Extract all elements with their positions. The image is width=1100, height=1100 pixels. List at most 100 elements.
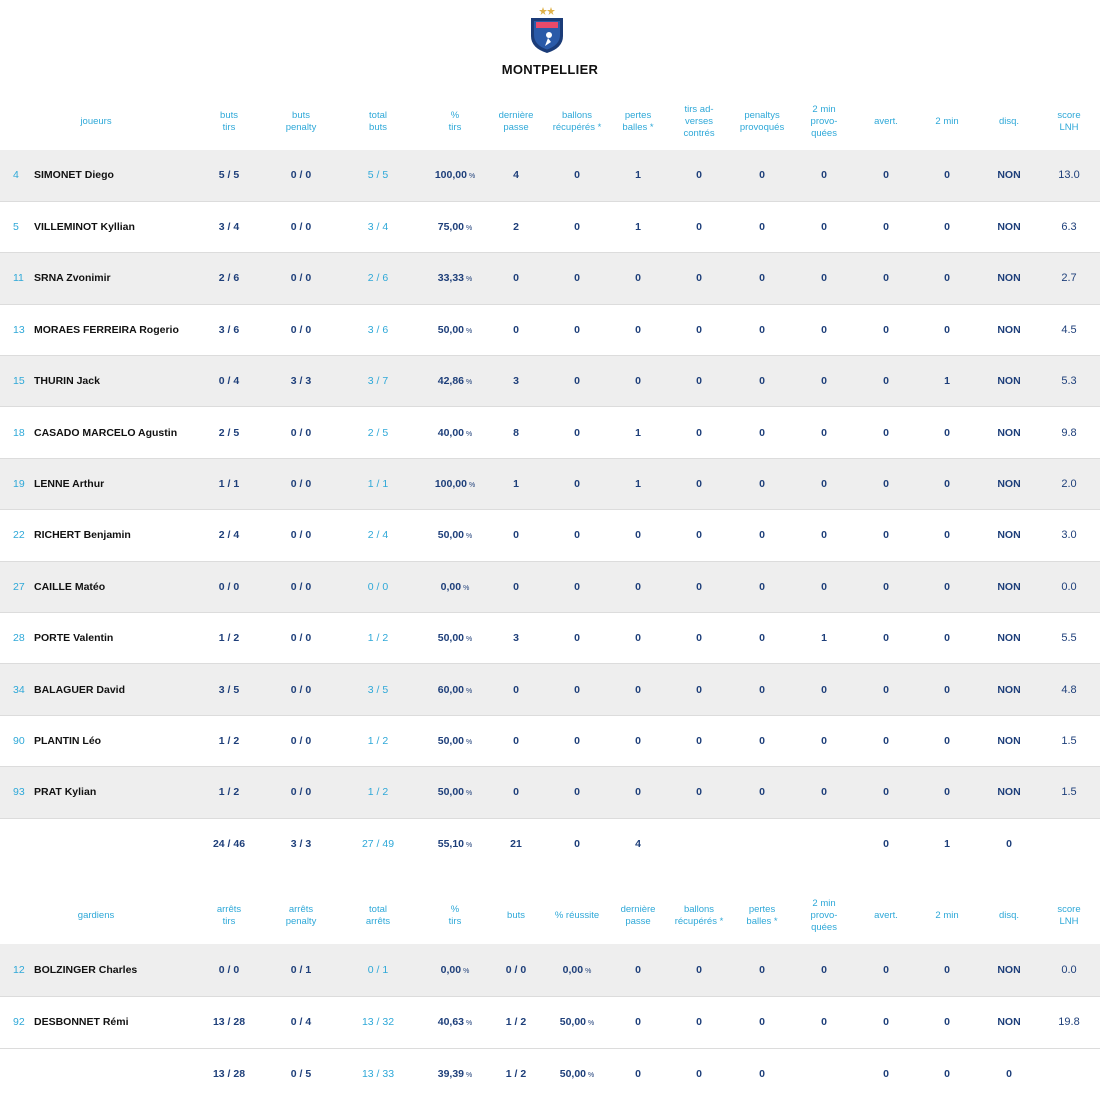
player-number: 11	[13, 272, 24, 285]
player-name: RICHERT Benjamin	[34, 529, 131, 542]
stat-cell: 0	[513, 580, 519, 593]
stat-cell: 0	[696, 478, 702, 491]
percent-cell: 50,00%	[542, 996, 612, 1048]
percent-sign: %	[466, 1072, 473, 1080]
stat-cell: 4.8	[1061, 683, 1077, 696]
stat-cell: 2.7	[1061, 272, 1077, 285]
stat-cell: 1 / 1	[367, 478, 389, 491]
stat-cell: 0 / 0	[218, 963, 240, 976]
stat-cell: 0	[759, 1016, 765, 1028]
player-number: 22	[13, 529, 25, 542]
column-header: 2 min	[935, 910, 959, 921]
percent-cell: 40,63%	[420, 996, 490, 1048]
stat-cell: 0	[574, 529, 580, 542]
stat-cell: 3	[513, 632, 519, 645]
table-row: 15 THURIN Jack 0 / 4 3 / 3 3 / 7 42,86% 3 0 0 0 0 0…	[0, 355, 1100, 407]
stat-cell: 0 / 0	[290, 632, 312, 645]
player-number: 90	[13, 734, 25, 747]
stat-cell: 0	[759, 580, 765, 593]
stat-cell: 0 / 0	[290, 323, 312, 336]
column-header: % réussite	[554, 910, 600, 921]
stat-cell: 0	[574, 323, 580, 336]
percent-cell: 50,00%	[420, 510, 490, 561]
table-row: 92 DESBONNET Rémi 13 / 28 0 / 4 13 / 32 40,63…	[0, 996, 1100, 1048]
stat-cell: NON	[997, 734, 1021, 747]
totals-label-cell	[0, 1048, 192, 1100]
stat-cell: 1 / 2	[367, 734, 389, 747]
stat-cell: 0 / 0	[290, 426, 312, 439]
stat-cell: 4.5	[1061, 323, 1077, 336]
player-number: 28	[13, 632, 25, 645]
stat-cell: 3	[513, 375, 519, 388]
stat-cell: 0	[944, 272, 950, 285]
stat-cell: 6.3	[1061, 221, 1077, 234]
stat-cell: 2 / 5	[367, 426, 389, 439]
stat-cell: 1.5	[1061, 786, 1077, 799]
percent-cell: 75,00%	[420, 201, 490, 252]
stat-cell: 0	[883, 1016, 889, 1028]
total-cell: 13 / 28	[212, 1068, 246, 1081]
total-cell	[790, 818, 858, 869]
player-number: 13	[13, 323, 25, 336]
percent-sign: %	[466, 687, 473, 695]
stat-cell: 0	[696, 272, 702, 285]
stat-cell: NON	[997, 963, 1021, 976]
percent-value: 33,33	[437, 272, 465, 285]
percent-cell: 0,00%	[420, 561, 490, 612]
player-number: 34	[13, 683, 25, 696]
stat-cell: NON	[997, 683, 1021, 696]
column-header: arrêts tirs	[216, 904, 242, 927]
stat-cell: 0	[759, 632, 765, 645]
stat-cell: NON	[997, 426, 1021, 439]
player-name: PORTE Valentin	[34, 632, 114, 645]
percent-cell: 100,00%	[420, 150, 490, 201]
table-row: 34 BALAGUER David 3 / 5 0 / 0 3 / 5 60,00% 0 0 0…	[0, 663, 1100, 716]
player-number: 19	[13, 478, 25, 491]
stat-cell: 2	[513, 221, 519, 234]
player-name: THURIN Jack	[34, 375, 100, 388]
percent-cell: 50,00%	[420, 304, 490, 355]
stat-cell: 0	[696, 375, 702, 388]
column-header: 2 min provo- quées	[810, 104, 838, 139]
stat-cell: 3 / 3	[290, 375, 312, 388]
percent-sign: %	[468, 482, 476, 490]
stat-cell: 5.3	[1061, 375, 1077, 388]
player-name: SRNA Zvonimir	[34, 272, 111, 285]
stat-cell: 13 / 32	[361, 1016, 395, 1028]
stat-cell: 0	[821, 272, 827, 285]
stat-cell: 0	[696, 963, 702, 976]
percent-sign: %	[466, 430, 473, 438]
percent-value: 50,00	[437, 786, 465, 799]
goalkeepers-header-row: gardiens arrêts tirs arrêts penalty tota…	[0, 888, 1100, 944]
stat-cell: 0	[883, 221, 889, 234]
percent-value: 50,00	[437, 734, 465, 747]
table-row: 5 VILLEMINOT Kyllian 3 / 4 0 / 0 3 / 4 75,00%…	[0, 201, 1100, 253]
player-number: 27	[13, 580, 25, 593]
stat-cell: 0	[944, 683, 950, 696]
total-cell	[1038, 818, 1100, 869]
total-cell	[790, 1048, 858, 1100]
stat-cell: 0	[574, 478, 580, 491]
stat-cell: NON	[997, 1016, 1021, 1028]
column-header: total buts	[369, 110, 387, 133]
stat-cell: 1 / 2	[367, 786, 389, 799]
player-name: CAILLE Matéo	[34, 580, 106, 593]
percent-value: 50,00	[559, 1068, 587, 1081]
stat-cell: 0	[635, 683, 641, 696]
percent-cell: 100,00%	[420, 458, 490, 509]
totals-label-cell	[0, 818, 192, 869]
stat-cell: NON	[997, 632, 1021, 645]
column-header: pertes balles *	[746, 904, 778, 927]
percent-value: 0,00	[440, 963, 462, 976]
stat-cell: 0	[574, 683, 580, 696]
total-cell: 0	[635, 1068, 641, 1081]
stat-cell: 0	[944, 529, 950, 542]
stat-cell: 0 / 0	[290, 734, 312, 747]
stat-cell: 0	[696, 221, 702, 234]
stat-cell: 2 / 4	[218, 529, 240, 542]
total-cell: 24 / 46	[212, 838, 246, 851]
stat-cell: 1	[635, 221, 641, 234]
